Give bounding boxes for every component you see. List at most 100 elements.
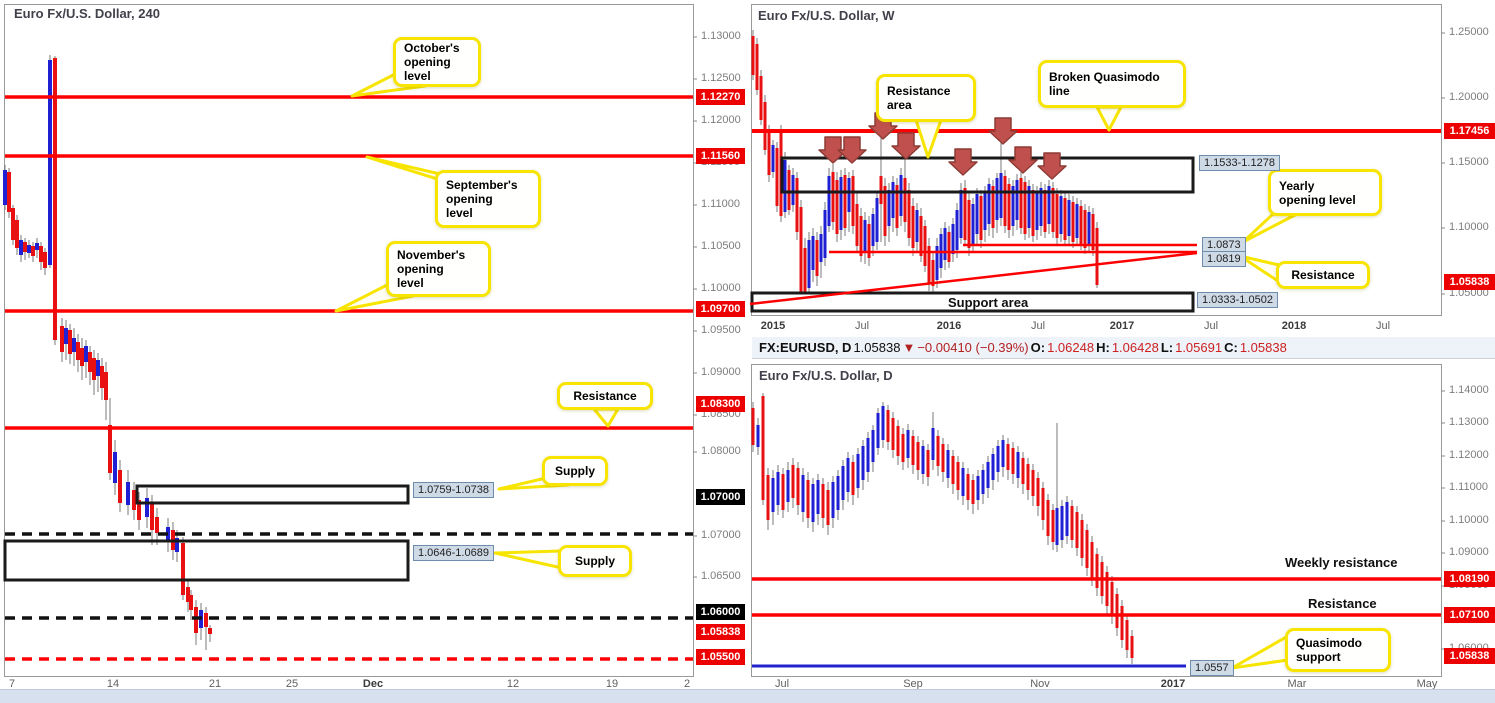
price-badge[interactable]: 1.05838 bbox=[1444, 274, 1495, 290]
supply-callout-2-tail bbox=[493, 549, 564, 570]
candlestick bbox=[1075, 204, 1079, 238]
annotation-text[interactable]: Support area bbox=[948, 295, 1029, 310]
candlestick bbox=[64, 328, 68, 344]
down-arrow-marker[interactable] bbox=[1008, 146, 1038, 174]
candlestick bbox=[1071, 202, 1075, 242]
candlestick bbox=[1055, 194, 1059, 238]
callout-text: Supply bbox=[554, 464, 595, 478]
candlestick bbox=[104, 372, 108, 400]
candlestick bbox=[987, 184, 991, 224]
down-arrow-marker[interactable] bbox=[837, 136, 867, 164]
zone-price-chip[interactable]: 1.1533-1.1278 bbox=[1199, 155, 1280, 171]
zone-price-chip[interactable]: 1.0333-1.0502 bbox=[1197, 292, 1278, 308]
candlestick bbox=[999, 173, 1003, 218]
price-badge[interactable]: 1.06000 bbox=[696, 604, 745, 620]
candlestick bbox=[1007, 184, 1011, 230]
candlestick bbox=[1105, 572, 1109, 606]
candlestick bbox=[1083, 210, 1087, 248]
candlestick bbox=[839, 177, 843, 230]
candlestick bbox=[1031, 190, 1035, 236]
resistance-callout-weekly[interactable]: Resistance bbox=[1276, 261, 1370, 289]
panel-border bbox=[4, 4, 694, 677]
candlestick bbox=[771, 478, 775, 512]
resistance-area-box[interactable] bbox=[780, 156, 1195, 194]
zone-price-chip[interactable]: 1.0557 bbox=[1190, 660, 1234, 676]
broken-quasimodo-callout[interactable]: Broken Quasimodo line bbox=[1038, 60, 1186, 108]
candlestick bbox=[1075, 512, 1079, 548]
callout-text: Resistance bbox=[1291, 268, 1355, 282]
price-badge[interactable]: 1.07100 bbox=[1444, 607, 1495, 623]
candlestick bbox=[76, 342, 80, 360]
price-badge[interactable]: 1.09700 bbox=[696, 301, 745, 317]
candlestick bbox=[815, 240, 819, 276]
y-axis-label: 1.11000 bbox=[1449, 481, 1488, 493]
candlestick bbox=[1011, 448, 1015, 474]
price-badge[interactable]: 1.07000 bbox=[696, 489, 745, 505]
candlestick bbox=[991, 186, 995, 228]
panel-border bbox=[751, 4, 1442, 316]
candlestick bbox=[947, 232, 951, 262]
callout-text: Resistance bbox=[887, 84, 951, 98]
price-badge[interactable]: 1.08190 bbox=[1444, 571, 1495, 587]
y-axis-label: 1.07000 bbox=[701, 529, 741, 541]
candlestick bbox=[100, 366, 104, 388]
price-badge[interactable]: 1.17456 bbox=[1444, 123, 1495, 139]
down-arrow-marker[interactable] bbox=[818, 136, 848, 164]
candlestick bbox=[189, 595, 193, 610]
down-arrow-marker[interactable] bbox=[948, 148, 978, 176]
annotation-text[interactable]: Resistance bbox=[1308, 596, 1377, 611]
x-axis-label: 7 bbox=[8, 678, 16, 690]
supply-zone-box-2[interactable] bbox=[3, 539, 410, 582]
yearly-opening-callout[interactable]: Yearly opening level bbox=[1268, 169, 1382, 216]
candlestick bbox=[801, 475, 805, 512]
down-arrow-marker[interactable] bbox=[891, 132, 921, 160]
resistance-callout-h4[interactable]: Resistance bbox=[557, 382, 653, 410]
down-arrow-marker[interactable] bbox=[988, 117, 1018, 145]
price-badge[interactable]: 1.08300 bbox=[696, 396, 745, 412]
candlestick bbox=[996, 446, 1000, 472]
candlestick bbox=[137, 500, 141, 520]
price-badge[interactable]: 1.05500 bbox=[696, 649, 745, 665]
annotation-text[interactable]: Weekly resistance bbox=[1285, 555, 1398, 570]
supply-zone-box-1[interactable] bbox=[135, 484, 410, 505]
candlestick bbox=[1055, 508, 1059, 545]
candlestick bbox=[1043, 190, 1047, 232]
candlestick bbox=[68, 330, 72, 354]
x-axis-label: 2 bbox=[683, 678, 691, 690]
candlestick bbox=[11, 208, 15, 240]
price-badge[interactable]: 1.05838 bbox=[1444, 648, 1495, 664]
quasimodo-support-callout-tail bbox=[1230, 634, 1290, 670]
candlestick bbox=[936, 436, 940, 466]
candlestick bbox=[72, 338, 76, 352]
price-badge[interactable]: 1.05838 bbox=[696, 624, 745, 640]
price-badge[interactable]: 1.11560 bbox=[696, 148, 745, 164]
quasimodo-support-callout[interactable]: Quasimodo support bbox=[1285, 628, 1391, 672]
zone-price-chip[interactable]: 1.0646-1.0689 bbox=[413, 545, 494, 561]
supply-callout-1[interactable]: Supply bbox=[542, 456, 608, 486]
october-opening-callout[interactable]: October's opening level bbox=[393, 37, 481, 87]
down-arrow-marker[interactable] bbox=[1037, 152, 1067, 180]
september-opening-callout[interactable]: September's opening level bbox=[435, 170, 541, 228]
candlestick bbox=[1036, 478, 1040, 506]
candlestick bbox=[855, 204, 859, 246]
candlestick bbox=[836, 476, 840, 510]
zone-price-chip[interactable]: 1.0819 bbox=[1202, 251, 1246, 267]
price-badge[interactable]: 1.12270 bbox=[696, 89, 745, 105]
x-axis-label: Nov bbox=[1030, 678, 1050, 690]
support-area-box[interactable] bbox=[750, 291, 1195, 313]
resistance-area-callout[interactable]: Resistance area bbox=[876, 74, 976, 122]
candlestick bbox=[843, 175, 847, 228]
candlestick bbox=[181, 543, 185, 595]
zone-price-chip[interactable]: 1.0759-1.0738 bbox=[413, 482, 494, 498]
candlestick bbox=[3, 170, 7, 205]
candlestick bbox=[901, 434, 905, 462]
supply-callout-2[interactable]: Supply bbox=[558, 545, 632, 577]
ascending-trendline[interactable] bbox=[749, 251, 1198, 306]
candlestick bbox=[208, 628, 212, 634]
ohlc-segment: −0.00410 (−0.39%) bbox=[917, 340, 1029, 355]
november-opening-callout[interactable]: November's opening level bbox=[386, 241, 491, 297]
candlestick bbox=[859, 216, 863, 256]
candlestick bbox=[761, 396, 765, 500]
candlestick bbox=[759, 76, 763, 120]
ohlc-segment: L: bbox=[1160, 340, 1174, 355]
